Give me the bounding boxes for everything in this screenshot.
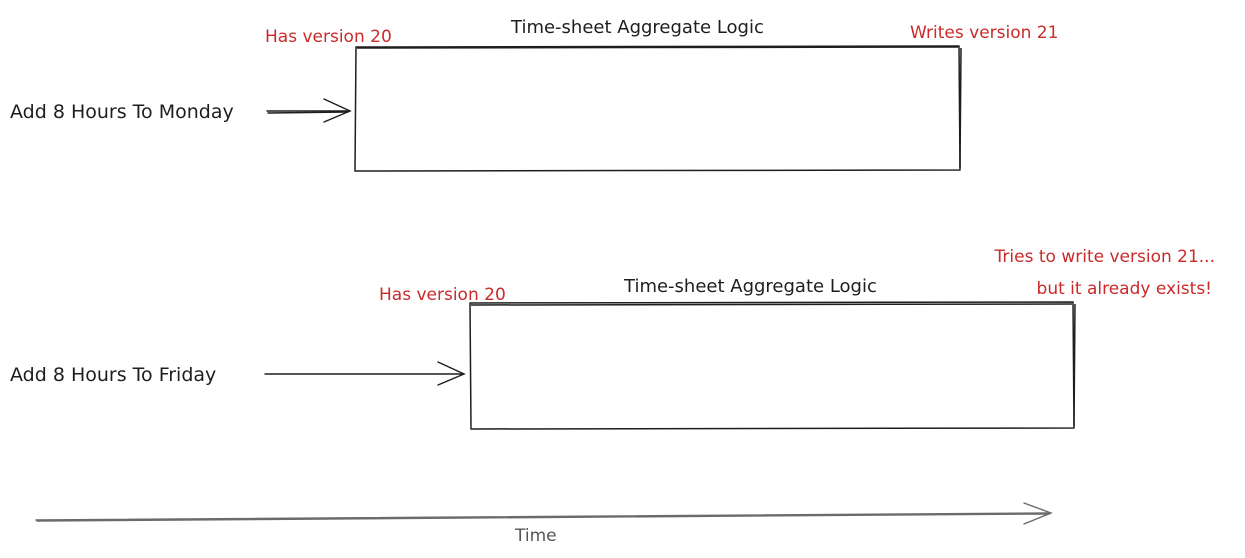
bottom-flow: Add 8 Hours To Friday Time-sheet Aggrega… — [10, 247, 1215, 430]
top-aggregate-box — [354, 45, 962, 172]
top-flow: Add 8 Hours To Monday Time-sheet Aggrega… — [10, 17, 1058, 172]
bottom-input-label: Add 8 Hours To Friday — [10, 364, 216, 386]
time-axis-label: Time — [514, 526, 557, 546]
bottom-read-version-note: Has version 20 — [379, 285, 506, 305]
bottom-conflict-note-line2: but it already exists! — [1037, 279, 1212, 299]
bottom-aggregate-box — [469, 301, 1076, 430]
bottom-input-arrow — [264, 361, 466, 386]
top-input-arrow — [266, 98, 352, 123]
top-write-version-note: Writes version 21 — [910, 23, 1058, 43]
bottom-conflict-note-line1: Tries to write version 21... — [994, 247, 1215, 267]
time-axis-arrow — [35, 502, 1053, 525]
top-input-label: Add 8 Hours To Monday — [10, 101, 234, 123]
bottom-box-title: Time-sheet Aggregate Logic — [623, 276, 877, 297]
top-box-title: Time-sheet Aggregate Logic — [510, 17, 764, 38]
top-read-version-note: Has version 20 — [265, 27, 392, 47]
time-axis: Time — [35, 502, 1053, 546]
